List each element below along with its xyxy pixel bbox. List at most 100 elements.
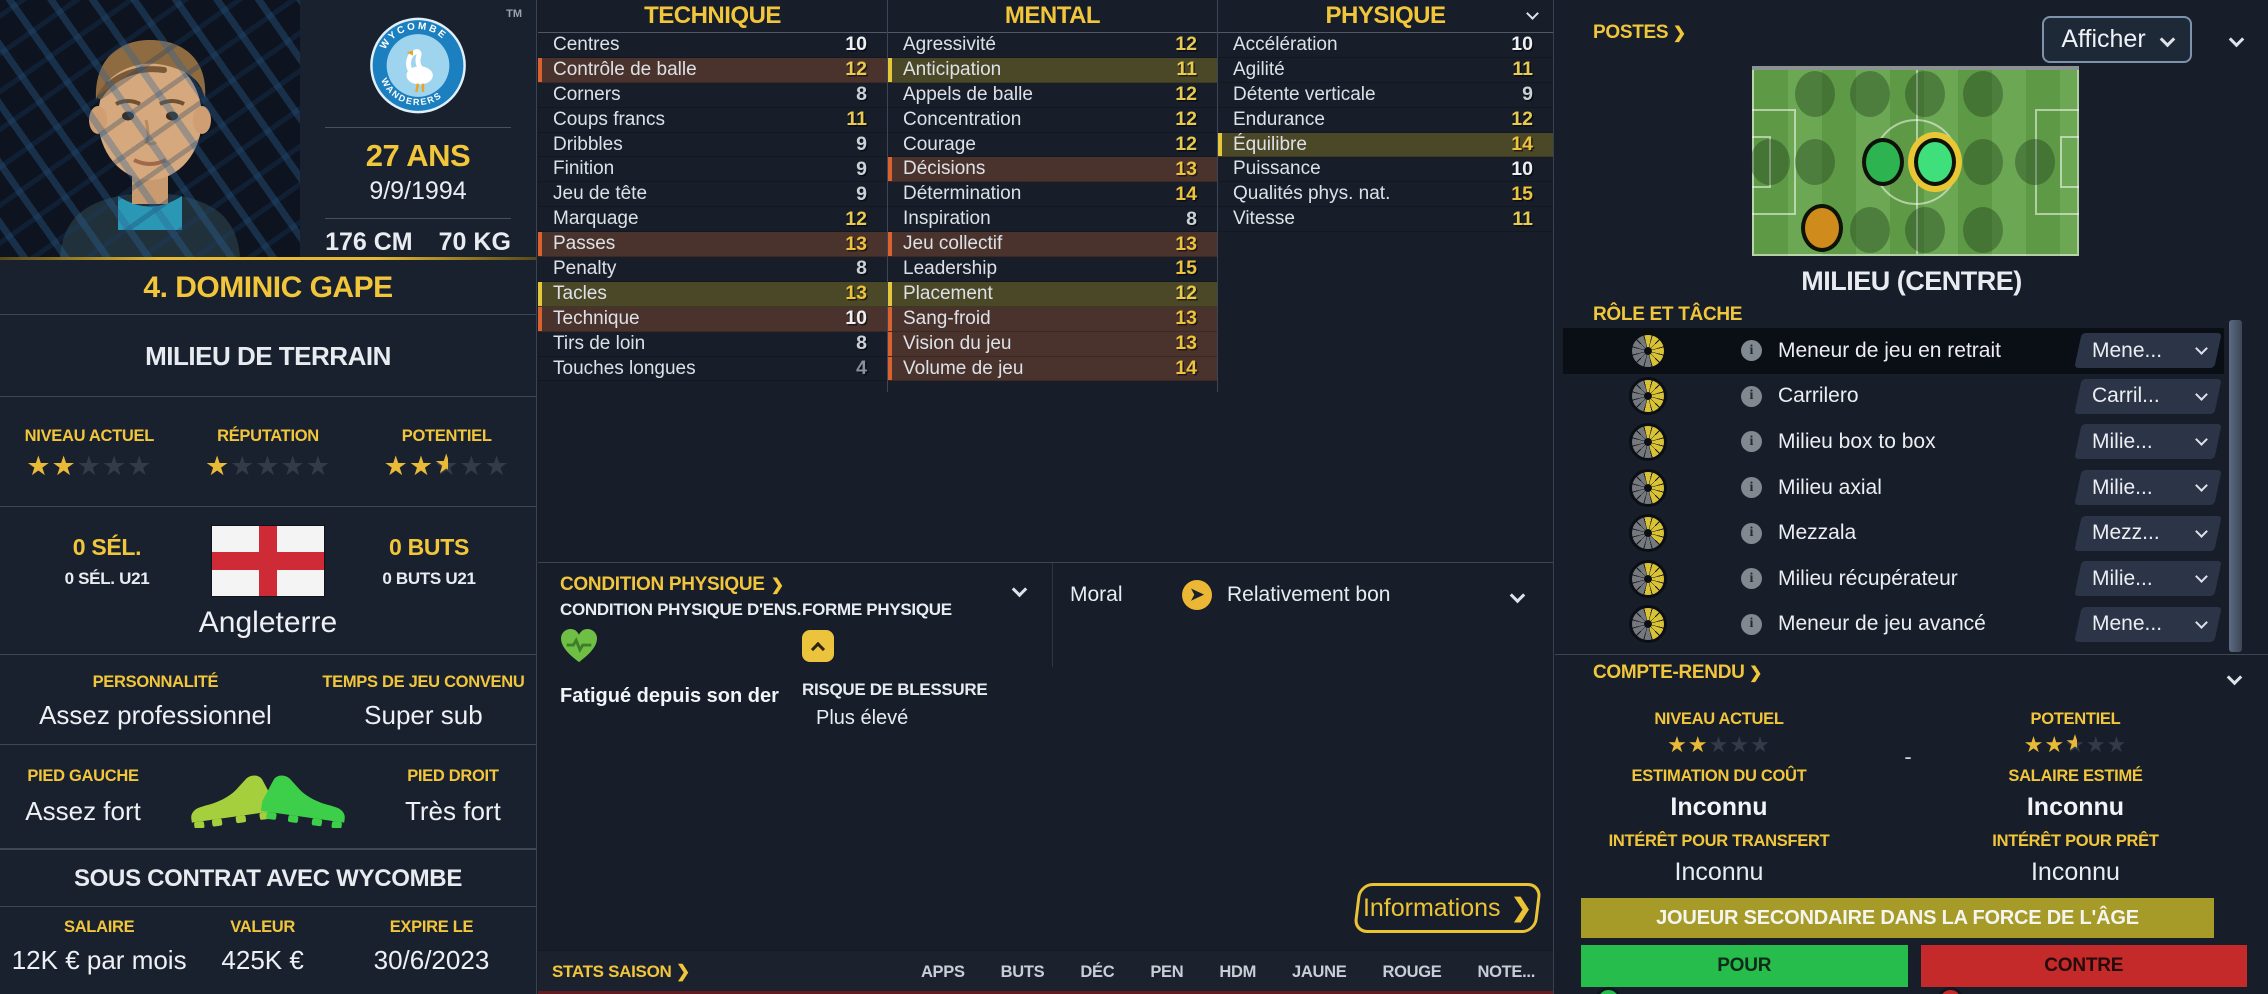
role-duty-dropdown[interactable]: Carril... [2074, 378, 2222, 414]
role-duty-short: Milie... [2092, 566, 2153, 590]
vertical-scrollbar[interactable] [2229, 320, 2242, 652]
rating-0: NIVEAU ACTUEL ★★★★★ [0, 402, 179, 504]
info-icon[interactable]: i [1741, 477, 1762, 499]
left-foot-label: PIED GAUCHE [27, 767, 139, 785]
postes-header[interactable]: POSTES ❯ [1593, 22, 1687, 43]
informations-label: Informations [1363, 893, 1501, 922]
info-icon[interactable]: i [1741, 522, 1762, 544]
role-row[interactable]: i Milieu box to box Milie... [1563, 419, 2224, 465]
pour-button[interactable]: POUR [1581, 945, 1908, 987]
playtime-label: TEMPS DE JEU CONVENU [322, 673, 525, 691]
report-niveau-stars: ★★★★★ [1667, 734, 1771, 757]
info-icon[interactable]: i [1741, 385, 1762, 407]
report-header[interactable]: COMPTE-RENDU ❯ [1593, 662, 1763, 683]
attribute-value: 13 [1175, 232, 1197, 255]
wage-label: SALAIRE ESTIMÉ [2008, 767, 2143, 785]
attribute-value: 13 [1175, 307, 1197, 330]
attribute-value: 15 [1511, 182, 1533, 205]
role-duty-dropdown[interactable]: Milie... [2074, 424, 2222, 460]
england-flag-icon [212, 526, 324, 596]
role-row[interactable]: i Milieu récupérateur Milie... [1563, 556, 2224, 602]
attribute-value: 12 [1175, 108, 1197, 131]
condition-header[interactable]: CONDITION PHYSIQUE [560, 574, 765, 595]
club-info-column: TM WYCOMBE WANDERERS 27 ANS 9/9/1994 [300, 0, 536, 257]
attribute-value: 14 [1511, 133, 1533, 155]
contre-button[interactable]: CONTRE [1920, 945, 2247, 987]
role-duty-dropdown[interactable]: Mezz... [2074, 515, 2222, 551]
dropdown-inner: Mene... [2078, 333, 2218, 368]
attribute-name: Décisions [903, 158, 986, 180]
role-row[interactable]: i Milieu axial Milie... [1563, 465, 2224, 511]
role-row[interactable]: i Carrilero Carril... [1563, 374, 2224, 420]
role-duty-dropdown[interactable]: Mene... [2074, 333, 2222, 369]
star-icon: ★ [127, 450, 153, 481]
goal-box-right [2059, 136, 2079, 188]
attribute-name: Penalty [553, 257, 617, 279]
attribute-name: Coups francs [553, 108, 665, 130]
chevron-down-icon[interactable] [2226, 669, 2243, 686]
attribute-name: Courage [903, 133, 976, 155]
divider [0, 848, 536, 850]
position-marker-green [1862, 138, 1905, 186]
loan-interest-value: Inconnu [2030, 858, 2120, 886]
info-icon[interactable]: i [1741, 431, 1762, 453]
position-slot-faded [1750, 139, 1791, 185]
info-icon[interactable]: i [1741, 568, 1762, 590]
role-duty-dropdown[interactable]: Milie... [2074, 470, 2222, 506]
playtime-value: Super sub [364, 700, 483, 730]
contre-dot-icon [1937, 987, 1964, 994]
info-icon[interactable]: i [1741, 613, 1762, 635]
expires-label: EXPIRE LE [389, 918, 474, 936]
attribute-name: Tacles [553, 282, 607, 304]
attribute-value: 12 [1175, 33, 1197, 56]
role-name: Mezzala [1778, 521, 1857, 545]
player-weight: 70 KG [438, 228, 511, 256]
season-stats-header[interactable]: STATS SAISON ❯ [552, 962, 690, 981]
chevron-down-icon[interactable] [1526, 7, 1539, 20]
role-duty-dropdown[interactable]: Milie... [2074, 561, 2222, 597]
role-row[interactable]: i Meneur de jeu avancé Mene... [1563, 602, 2224, 648]
star-icon: ★ [1687, 732, 1709, 757]
roles-header: RÔLE ET TÂCHE [1593, 304, 1743, 325]
stats-column-header: JAUNE [1292, 963, 1347, 981]
role-row[interactable]: i Meneur de jeu en retrait Mene... [1563, 328, 2224, 374]
star-icon: ★ [484, 450, 510, 481]
transfer-interest-value: Inconnu [1674, 858, 1764, 886]
informations-button[interactable]: Informations ❯ [1352, 883, 1543, 933]
role-duty-short: Mene... [2092, 612, 2163, 636]
attribute-row: Corners 8 [538, 83, 887, 108]
caps-u21-count: 0 SÉL. U21 [64, 568, 150, 588]
chevron-down-icon [2195, 615, 2208, 629]
chevron-down-icon[interactable] [1509, 587, 1526, 604]
goals-count: 0 BUTS [389, 533, 469, 560]
attribute-name: Jeu de tête [553, 183, 648, 205]
attribute-value: 14 [1175, 182, 1197, 205]
attribute-row: Technique 10 [538, 306, 887, 332]
dropdown-inner: Milie... [2078, 424, 2218, 459]
star-icon: ★ [76, 450, 102, 481]
role-row[interactable]: i Mezzala Mezz... [1563, 510, 2224, 556]
attribute-name: Qualités phys. nat. [1233, 183, 1391, 205]
stats-column-header: NOTE... [1477, 963, 1536, 981]
attribute-row: Équilibre 14 [1218, 132, 1553, 158]
role-duty-dropdown[interactable]: Mene... [2074, 606, 2222, 642]
star-icon: ★ [280, 450, 306, 481]
attribute-row: Détente verticale 9 [1218, 83, 1553, 108]
divider [0, 506, 536, 507]
chevron-down-icon[interactable] [2228, 31, 2245, 48]
afficher-dropdown[interactable]: Afficher [2042, 16, 2192, 63]
chevron-right-icon: ❯ [770, 577, 785, 594]
role-suitability-wheel-icon [1629, 377, 1667, 416]
attribute-name: Technique [553, 307, 640, 329]
star-icon: ★ [1708, 732, 1730, 757]
report-potentiel-stars: ★★★ ★ ★★ [2024, 732, 2128, 757]
afficher-label: Afficher [2061, 25, 2146, 53]
info-icon[interactable]: i [1741, 340, 1762, 362]
stats-underline [538, 991, 1553, 994]
attribute-name: Endurance [1233, 108, 1325, 130]
personality-section: PERSONNALITÉ Assez professionnel TEMPS D… [0, 660, 536, 744]
role-suitability-wheel-icon [1629, 468, 1667, 507]
attribute-row: Courage 12 [888, 133, 1217, 158]
attribute-name: Vision du jeu [903, 332, 1012, 354]
position-slot-faded [1963, 207, 2004, 254]
